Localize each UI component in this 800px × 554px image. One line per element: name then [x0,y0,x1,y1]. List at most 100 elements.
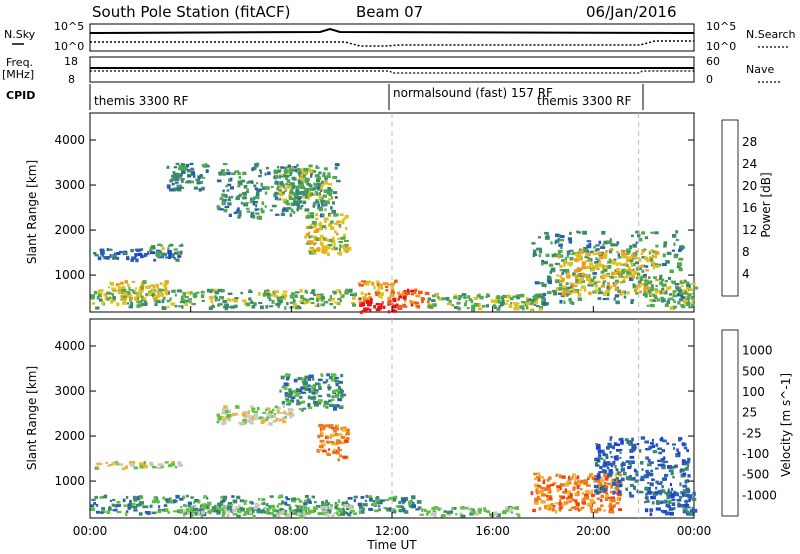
power-cell [227,198,232,202]
power-cell [541,259,544,264]
velocity-cell [248,410,250,414]
velocity-cell [160,464,163,469]
power-cell [305,208,310,212]
power-cell [244,201,249,205]
velocity-cell [600,479,605,483]
power-cell [659,274,663,277]
power-cell [503,302,508,305]
velocity-cell [671,498,676,502]
velocity-cell [644,501,647,504]
power-cell [278,299,283,304]
power-cell [217,303,220,307]
velocity-cell [682,511,687,514]
power-cell [566,274,571,279]
power-cell [101,300,105,305]
power-cell [193,174,196,178]
velocity-cell [253,417,258,421]
power-cell [237,172,241,176]
power-cell [691,303,695,308]
velocity-cell [302,380,305,384]
power-cell [242,192,248,195]
power-cell [315,190,318,194]
velocity-cell [568,509,572,512]
power-cell [324,176,328,180]
freq-label: Freq. [6,56,33,69]
velocity-cell [686,489,689,493]
power-cell [109,254,112,258]
power-cell [330,196,333,200]
power-cell [317,166,320,169]
power-cell [248,289,252,292]
velocity-cell [143,464,148,469]
velocity-cell [222,504,226,508]
velocity-cell [603,461,607,465]
power-cell [120,295,125,298]
velocity-cell [647,490,652,493]
velocity-cell [540,486,545,490]
power-cell [275,213,280,216]
power-cell [685,295,688,299]
power-cell [333,247,338,251]
velocity-cell [318,449,323,452]
power-cell [128,294,133,298]
power-cell [678,267,683,272]
velocity-cell [453,507,457,510]
velocity-cell [232,499,238,504]
power-cell [246,181,250,185]
power-cell [140,254,144,259]
power-cell [366,300,369,304]
velocity-cell [596,480,602,484]
velocity-cell [682,472,687,476]
power-cell [292,297,295,300]
velocity-cell [657,482,663,485]
freq-tick-top: 18 [64,55,78,68]
power-cell [308,183,311,187]
velocity-cell [362,507,365,510]
power-cell [598,290,603,294]
power-colorbar-tick: 24 [742,157,757,171]
velocity-cell [136,503,139,508]
velocity-cell [469,509,472,512]
power-cell [628,273,633,277]
velocity-cell [330,379,334,382]
velocity-cell [582,498,586,502]
power-cell [277,165,280,169]
power-cell [305,298,310,303]
power-cell [177,251,182,254]
xtick-label: 20:00 [576,524,611,538]
velocity-cell [574,476,577,480]
velocity-cell [263,510,266,514]
velocity-cell [644,508,649,513]
velocity-cell [139,496,144,500]
velocity-cell [95,503,99,507]
power-cell [274,169,278,174]
power-cell [652,294,657,298]
velocity-cell [269,495,274,498]
velocity-cell [616,498,620,501]
velocity-cell [317,435,321,439]
power-cell [193,186,198,190]
velocity-cell [331,514,335,517]
power-cell [309,240,312,245]
velocity-cell [335,388,340,392]
velocity-cell [258,417,263,420]
power-cell [151,294,154,298]
velocity-cell [631,443,637,448]
power-cell [227,183,232,187]
power-cell [690,297,695,300]
power-cell [493,299,498,304]
velocity-cell [279,511,284,514]
velocity-cell [203,511,207,515]
velocity-cell [651,444,656,449]
velocity-cell [571,476,574,480]
power-cell [625,252,630,256]
velocity-cell [667,465,672,469]
power-cell [540,295,545,299]
velocity-cell [605,475,610,479]
velocity-cell [138,495,143,498]
velocity-cell [158,509,161,513]
power-cell [401,291,404,295]
power-cell [314,174,318,178]
power-cell [559,299,563,304]
power-cell [155,283,159,288]
